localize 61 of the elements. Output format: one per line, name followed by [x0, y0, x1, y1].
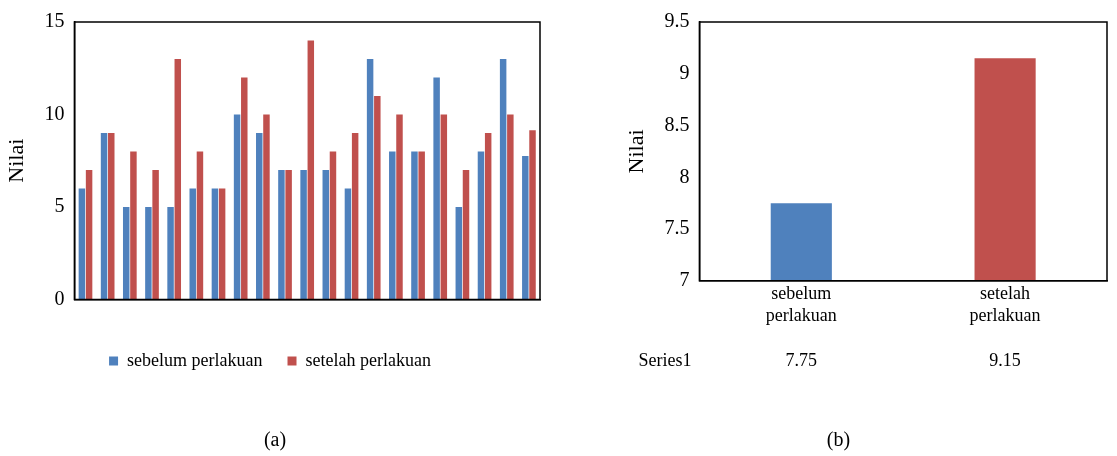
bar	[499, 58, 507, 300]
bar	[263, 114, 270, 300]
y-tick-label: 7	[679, 268, 690, 291]
bar	[411, 151, 418, 300]
bar	[211, 188, 219, 300]
bar	[433, 77, 440, 300]
data-label: 9.15	[989, 349, 1021, 370]
bar	[366, 58, 374, 300]
text: (a)	[262, 428, 288, 451]
bar	[152, 169, 159, 300]
bar	[477, 151, 485, 300]
bar	[78, 188, 86, 300]
y-tick-label: 8	[679, 164, 690, 187]
bar	[389, 151, 396, 300]
text: Series1	[638, 349, 692, 370]
y-tick-label: 10	[44, 101, 65, 124]
text: (b)	[825, 428, 852, 451]
bar	[122, 206, 130, 300]
bar	[218, 188, 226, 300]
y-axis-title: Nilai	[622, 129, 648, 174]
bar	[322, 169, 330, 300]
bar	[507, 114, 514, 300]
bar	[307, 40, 315, 300]
bar	[233, 114, 241, 300]
bar	[484, 132, 492, 300]
y-tick-label: 15	[44, 9, 65, 32]
bar	[167, 206, 174, 300]
bar	[374, 95, 381, 300]
bar	[455, 206, 463, 300]
y-axis-title: Nilai	[2, 138, 28, 183]
y-tick-label: 8.5	[664, 112, 690, 135]
bar	[440, 114, 448, 300]
bar	[196, 151, 204, 300]
bar	[418, 151, 425, 300]
bar	[329, 151, 337, 300]
bar	[344, 188, 352, 300]
y-tick-label: 5	[54, 194, 65, 217]
data-label: 7.75	[785, 349, 818, 370]
bar	[241, 77, 248, 300]
bar	[278, 169, 285, 300]
bar	[256, 132, 263, 300]
legend-label: setelah perlakuan	[305, 349, 431, 370]
bar	[85, 169, 93, 300]
bar	[108, 132, 115, 300]
y-tick-label: 9	[679, 61, 690, 84]
bar	[522, 156, 529, 300]
bar	[189, 188, 196, 300]
bar	[145, 206, 152, 300]
bar	[285, 169, 292, 300]
y-tick-label: 7.5	[664, 216, 690, 239]
bar	[130, 151, 137, 300]
bar	[300, 169, 307, 300]
y-tick-label: 9.5	[664, 9, 690, 32]
bar	[462, 169, 470, 300]
y-tick-label: 0	[54, 286, 65, 309]
bar	[529, 130, 536, 300]
bar	[351, 132, 359, 300]
legend-label: sebelum perlakuan	[127, 349, 263, 370]
bar	[100, 132, 108, 300]
bar	[396, 114, 403, 300]
bar	[174, 58, 182, 300]
